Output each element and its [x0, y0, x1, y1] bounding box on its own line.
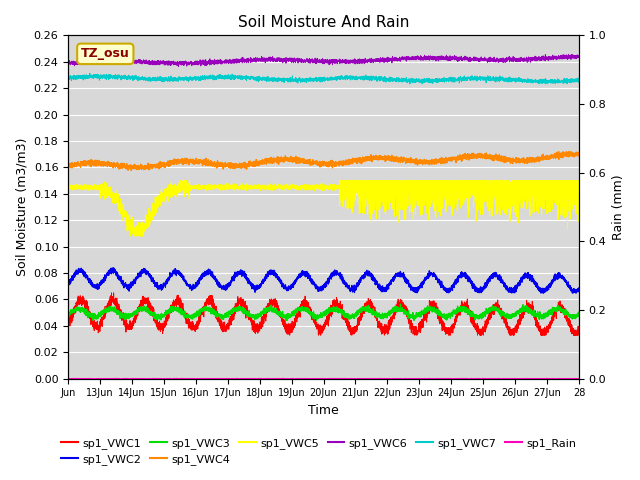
sp1_VWC3	[282, 318, 290, 324]
sp1_VWC5	[64, 184, 72, 190]
sp1_VWC1	[286, 332, 294, 338]
Title: Soil Moisture And Rain: Soil Moisture And Rain	[238, 15, 409, 30]
sp1_VWC5	[464, 190, 472, 196]
sp1_VWC5	[502, 178, 509, 183]
sp1_VWC7	[64, 76, 72, 82]
Y-axis label: Soil Moisture (m3/m3): Soil Moisture (m3/m3)	[15, 138, 28, 276]
sp1_VWC4	[370, 153, 378, 158]
sp1_VWC1	[464, 303, 472, 309]
sp1_Rain	[170, 375, 178, 381]
sp1_VWC6	[64, 61, 72, 67]
X-axis label: Time: Time	[308, 404, 339, 417]
sp1_VWC3	[464, 308, 472, 313]
sp1_VWC5	[177, 178, 185, 183]
sp1_VWC2	[64, 282, 72, 288]
sp1_VWC1	[108, 290, 115, 296]
sp1_VWC3	[397, 301, 404, 307]
sp1_VWC7	[502, 75, 509, 81]
sp1_VWC4	[502, 157, 509, 163]
sp1_VWC1	[370, 306, 378, 312]
sp1_VWC2	[575, 285, 583, 290]
sp1_VWC3	[370, 308, 378, 313]
sp1_Rain	[342, 376, 350, 382]
sp1_VWC3	[502, 313, 509, 319]
sp1_VWC2	[413, 290, 421, 296]
sp1_Rain	[370, 376, 378, 382]
sp1_VWC6	[463, 55, 471, 61]
Line: sp1_VWC3: sp1_VWC3	[68, 304, 579, 321]
sp1_VWC3	[64, 312, 72, 317]
sp1_VWC7	[86, 71, 93, 76]
sp1_VWC2	[170, 271, 178, 276]
sp1_Rain	[489, 376, 497, 382]
sp1_VWC7	[170, 75, 178, 81]
sp1_VWC4	[489, 156, 497, 161]
sp1_VWC1	[170, 304, 178, 310]
sp1_Rain	[64, 376, 72, 382]
sp1_VWC2	[464, 272, 472, 278]
sp1_VWC5	[370, 199, 378, 205]
sp1_VWC2	[370, 277, 378, 283]
sp1_VWC1	[342, 313, 350, 319]
Y-axis label: Rain (mm): Rain (mm)	[612, 174, 625, 240]
sp1_VWC7	[542, 81, 550, 87]
Line: sp1_VWC2: sp1_VWC2	[68, 268, 579, 293]
sp1_VWC1	[575, 328, 583, 334]
sp1_VWC4	[342, 159, 350, 165]
sp1_VWC1	[502, 322, 509, 328]
sp1_VWC3	[342, 314, 350, 320]
sp1_VWC4	[170, 156, 178, 162]
sp1_VWC2	[109, 265, 116, 271]
sp1_VWC3	[170, 305, 178, 311]
sp1_VWC7	[342, 76, 350, 82]
sp1_VWC5	[489, 197, 497, 203]
sp1_VWC2	[489, 271, 497, 277]
sp1_VWC6	[489, 58, 497, 63]
Line: sp1_Rain: sp1_Rain	[68, 378, 579, 379]
sp1_Rain	[502, 376, 509, 382]
sp1_VWC5	[170, 183, 178, 189]
sp1_VWC4	[555, 149, 563, 155]
sp1_VWC7	[370, 74, 378, 80]
sp1_VWC6	[564, 51, 572, 57]
sp1_VWC1	[64, 322, 72, 327]
sp1_VWC3	[575, 310, 583, 316]
sp1_Rain	[463, 376, 471, 382]
Line: sp1_VWC7: sp1_VWC7	[68, 73, 579, 84]
sp1_VWC3	[489, 306, 497, 312]
Text: TZ_osu: TZ_osu	[81, 48, 130, 60]
sp1_VWC6	[370, 58, 378, 63]
sp1_VWC4	[463, 151, 471, 157]
sp1_VWC4	[64, 166, 72, 171]
sp1_VWC7	[463, 74, 471, 80]
sp1_VWC6	[575, 53, 583, 59]
sp1_VWC2	[502, 283, 509, 288]
Line: sp1_VWC6: sp1_VWC6	[68, 54, 579, 67]
sp1_VWC6	[502, 60, 509, 65]
sp1_VWC6	[175, 64, 182, 70]
sp1_VWC4	[127, 168, 135, 173]
Line: sp1_VWC4: sp1_VWC4	[68, 152, 579, 170]
sp1_VWC5	[127, 233, 134, 239]
sp1_Rain	[575, 376, 583, 382]
Line: sp1_VWC5: sp1_VWC5	[68, 180, 579, 236]
sp1_VWC1	[489, 311, 497, 317]
sp1_VWC4	[575, 152, 583, 158]
Line: sp1_VWC1: sp1_VWC1	[68, 293, 579, 335]
sp1_VWC7	[489, 74, 497, 80]
sp1_VWC5	[342, 187, 350, 193]
sp1_VWC6	[342, 60, 350, 65]
sp1_VWC5	[575, 178, 583, 183]
Legend: sp1_VWC1, sp1_VWC2, sp1_VWC3, sp1_VWC4, sp1_VWC5, sp1_VWC6, sp1_VWC7, sp1_Rain: sp1_VWC1, sp1_VWC2, sp1_VWC3, sp1_VWC4, …	[57, 433, 581, 469]
sp1_VWC2	[342, 283, 350, 288]
sp1_VWC6	[170, 62, 178, 68]
sp1_VWC7	[575, 78, 583, 84]
sp1_Rain	[279, 375, 287, 381]
